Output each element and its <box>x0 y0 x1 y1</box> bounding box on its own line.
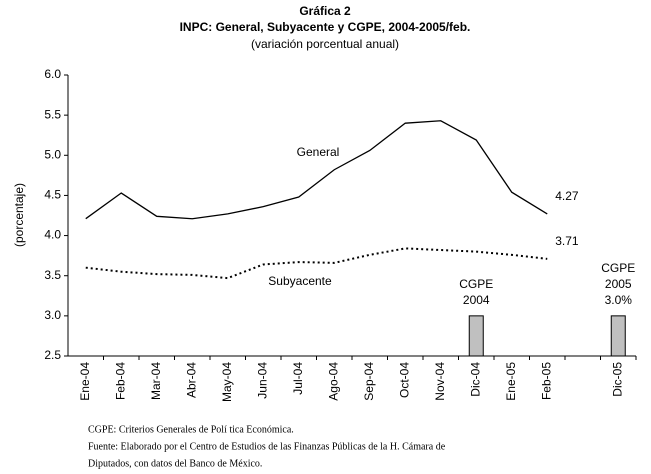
bar-label: 2004 <box>463 293 490 307</box>
x-tick-label: Dic-05 <box>610 362 624 397</box>
x-tick-label: Oct-04 <box>397 362 411 398</box>
x-tick-label: Ene-05 <box>504 362 518 401</box>
y-tick-label: 5.5 <box>44 107 61 121</box>
x-tick-label: Feb-04 <box>113 362 127 400</box>
y-tick-label: 4.5 <box>44 188 61 202</box>
x-tick-label: Abr-04 <box>184 362 198 398</box>
series-label: Subyacente <box>268 274 332 288</box>
series-label: General <box>297 145 340 159</box>
bar-label: 2005 <box>605 277 632 291</box>
x-tick-label: Mar-04 <box>149 362 163 400</box>
x-tick-label: Sep-04 <box>362 362 376 401</box>
bar-label: CGPE <box>601 261 635 275</box>
x-tick-label: Jul-04 <box>291 362 305 395</box>
y-axis-label: (porcentaje) <box>12 183 26 247</box>
x-tick-label: Dic-04 <box>468 362 482 397</box>
bar-label: CGPE <box>459 277 493 291</box>
y-tick-label: 4.0 <box>44 228 61 242</box>
line <box>85 120 548 220</box>
data-label: 3.71 <box>555 234 579 248</box>
x-tick-label: May-04 <box>220 362 234 402</box>
chart-title: Gráfica 2 <box>299 4 351 18</box>
bar <box>468 315 484 357</box>
chart-subtitle: (variación porcentual anual) <box>251 37 399 51</box>
y-tick-label: 3.0 <box>44 308 61 322</box>
chart-subtitle: INPC: General, Subyacente y CGPE, 2004-2… <box>180 20 471 34</box>
x-tick-label: Jun-04 <box>255 362 269 399</box>
x-tick-label: Nov-04 <box>433 362 447 401</box>
x-tick-label: Ago-04 <box>326 362 340 401</box>
note: Fuente: Elaborado por el Centro de Estud… <box>88 441 446 452</box>
y-tick-label: 2.5 <box>44 348 61 362</box>
note: Diputados, con datos del Banco de México… <box>88 458 262 469</box>
data-label: 4.27 <box>555 189 579 203</box>
y-tick-label: 3.5 <box>44 268 61 282</box>
data-label: 3.0% <box>605 293 633 307</box>
x-tick-label: Ene-04 <box>78 362 92 401</box>
note: CGPE: Criterios Generales de Polí tica E… <box>88 424 294 435</box>
y-tick-label: 6.0 <box>44 67 61 81</box>
bar <box>610 315 626 357</box>
y-tick-label: 5.0 <box>44 147 61 161</box>
x-tick-label: Feb-05 <box>539 362 553 400</box>
